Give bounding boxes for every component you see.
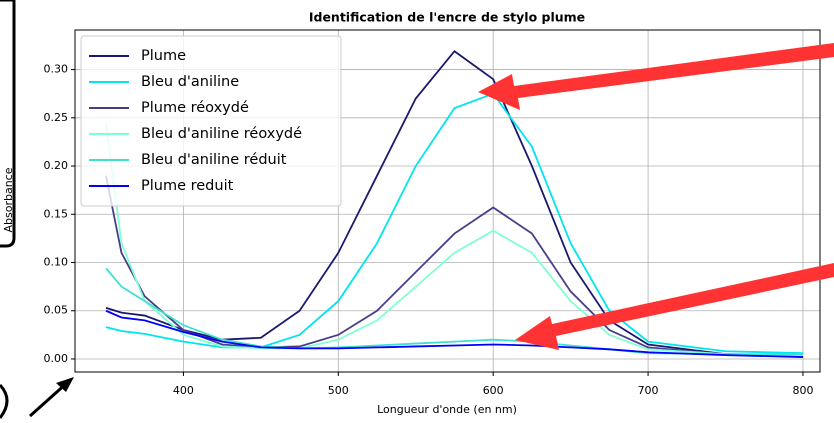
series-line <box>105 267 803 356</box>
plot-area: 400 500 600 700 800 0.00 0.05 0.10 0.15 0.20 0.25 0… <box>44 29 821 397</box>
x-tick-label: 500 <box>328 384 349 397</box>
legend-label: Plume <box>141 48 186 64</box>
series-line <box>105 175 803 357</box>
legend-label: Plume réoxydé <box>141 100 249 116</box>
legend-box <box>80 35 342 207</box>
series-line <box>105 49 803 357</box>
y-tick-label: 0.15 <box>44 207 69 220</box>
x-tick-label: 800 <box>792 384 813 397</box>
x-axis-label: Longueur d'onde (en nm) <box>377 403 517 416</box>
y-tick-label: 0.10 <box>44 256 69 269</box>
red-arrow <box>515 263 834 350</box>
y-tick-label: 0.20 <box>44 159 69 172</box>
legend-label: Bleu d'aniline réduit <box>141 152 287 168</box>
series-line <box>105 309 803 358</box>
legend-label: Bleu d'aniline réoxydé <box>141 126 302 142</box>
x-tick-label: 400 <box>173 384 194 397</box>
legend-label: Bleu d'aniline <box>141 74 239 90</box>
y-tick-label: 0.00 <box>44 352 69 365</box>
x-tick-label: 600 <box>483 384 504 397</box>
y-axis-label: Absorbance <box>2 167 15 232</box>
plot-frame <box>74 29 821 373</box>
annotation-circle <box>0 383 9 419</box>
legend: Plume Bleu d'aniline Plume réoxydé Bleu d'a… <box>80 35 342 207</box>
annotation-arrow-head <box>56 377 74 392</box>
annotation-box <box>0 0 16 248</box>
y-tick-label: 0.25 <box>44 111 69 124</box>
legend-label: Plume reduit <box>141 178 234 194</box>
chart-title: Identification de l'encre de stylo plume <box>309 10 585 25</box>
red-arrow <box>478 43 834 110</box>
y-tick-label: 0.05 <box>44 304 69 317</box>
y-tick-label: 0.30 <box>44 63 69 76</box>
x-tick-label: 700 <box>638 384 659 397</box>
